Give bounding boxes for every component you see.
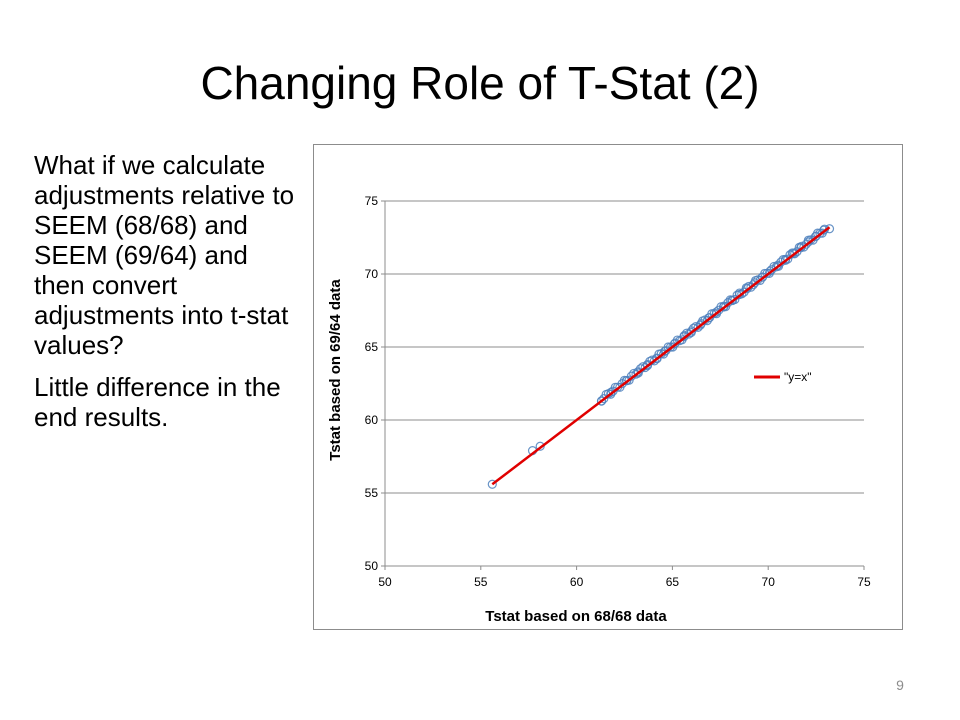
scatter-point bbox=[606, 387, 616, 397]
axis-layer bbox=[381, 200, 865, 570]
y-tick-label: 75 bbox=[365, 194, 379, 208]
y-tick-label: 60 bbox=[365, 413, 379, 427]
series-line-layer bbox=[491, 226, 831, 486]
scatter-point bbox=[696, 319, 706, 329]
scatter-point bbox=[773, 260, 783, 270]
x-tick-label: 75 bbox=[857, 575, 871, 589]
scatter-point bbox=[679, 332, 689, 342]
scatter-point bbox=[535, 441, 545, 451]
x-tick-label: 55 bbox=[474, 575, 488, 589]
scatter-point bbox=[704, 313, 714, 323]
scatter-point bbox=[803, 237, 814, 247]
scatter-point bbox=[660, 346, 670, 356]
slide-title: Changing Role of T-Stat (2) bbox=[200, 57, 760, 109]
scatter-point bbox=[727, 295, 737, 305]
scatter-point bbox=[824, 224, 835, 234]
scatter-chart: 50 55 60 65 70 75 50 55 60 65 70 75 "y=x" Tstat bas… bbox=[313, 144, 903, 630]
scatter-point-dense bbox=[640, 362, 650, 373]
y-tick-label: 55 bbox=[365, 486, 379, 500]
scatter-point bbox=[642, 359, 653, 370]
paragraph-question: What if we calculate adjustments relativ… bbox=[34, 150, 295, 360]
scatter-point bbox=[742, 284, 752, 294]
scatter-point bbox=[765, 266, 775, 276]
tick-label-layer: 50 55 60 65 70 75 50 55 60 65 70 75 bbox=[365, 194, 871, 589]
scatter-point-dense bbox=[684, 329, 694, 339]
scatter-point bbox=[788, 248, 798, 259]
legend: "y=x" bbox=[754, 370, 812, 384]
scatter-point bbox=[757, 272, 768, 282]
page-number: 9 bbox=[896, 677, 904, 693]
y-axis-label: Tstat based on 69/64 data bbox=[327, 279, 344, 461]
y-tick-label: 70 bbox=[365, 267, 379, 281]
scatter-point bbox=[596, 396, 607, 406]
scatter-point bbox=[686, 326, 697, 336]
scatter-point bbox=[750, 278, 760, 288]
scatter-point bbox=[487, 479, 497, 489]
x-tick-label: 70 bbox=[762, 575, 776, 589]
y-tick-label: 65 bbox=[365, 340, 379, 354]
body-text: What if we calculate adjustments relativ… bbox=[34, 150, 304, 444]
scatter-point bbox=[633, 367, 643, 377]
scatter-point bbox=[652, 354, 662, 364]
x-axis-label: Tstat based on 68/68 data bbox=[485, 608, 667, 625]
scatter-point bbox=[819, 225, 829, 235]
scatter-point bbox=[796, 243, 806, 253]
scatter-point bbox=[780, 254, 791, 265]
x-tick-label: 65 bbox=[666, 575, 680, 589]
grid-layer bbox=[385, 200, 864, 494]
scatter-point bbox=[669, 339, 679, 349]
scatter-point bbox=[811, 231, 821, 241]
paragraph-conclusion: Little difference in the end results. bbox=[34, 372, 281, 432]
scatter-point bbox=[621, 375, 632, 386]
scatter-point-dense bbox=[649, 356, 659, 366]
x-tick-label: 60 bbox=[570, 575, 584, 589]
legend-label: "y=x" bbox=[784, 370, 812, 384]
scatter-point bbox=[734, 289, 745, 300]
chart-canvas: 50 55 60 65 70 75 50 55 60 65 70 75 "y=x" Tstat bas… bbox=[327, 194, 871, 625]
x-tick-label: 50 bbox=[378, 575, 392, 589]
y-tick-label: 50 bbox=[365, 559, 379, 573]
series-line-y-equals-x bbox=[491, 226, 831, 486]
scatter-point bbox=[711, 307, 722, 317]
scatter-point bbox=[719, 301, 729, 311]
